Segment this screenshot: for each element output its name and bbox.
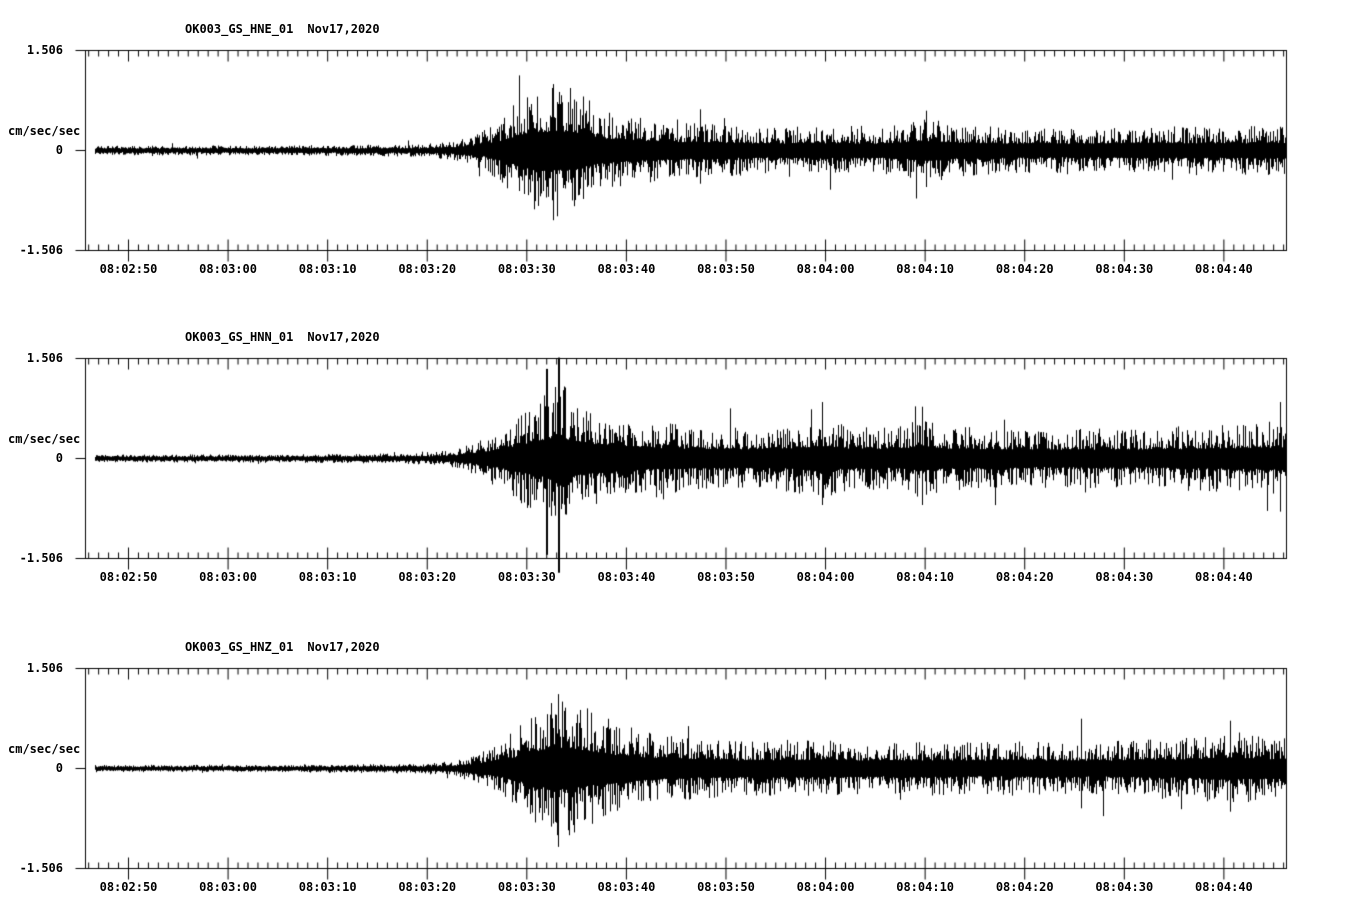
- channel-title-row: OK003_GS_HNZ_01 Nov17,2020: [185, 640, 380, 654]
- x-tick-label: 08:04:30: [1095, 262, 1154, 276]
- x-tick-label: 08:02:50: [99, 262, 158, 276]
- x-tick-label: 08:03:30: [497, 880, 556, 894]
- x-tick-label: 08:03:30: [497, 262, 556, 276]
- waveform-canvas-hnn: [0, 342, 1358, 574]
- x-tick-label: 08:03:00: [199, 880, 257, 894]
- x-tick-label: 08:03:50: [697, 262, 755, 276]
- x-tick-label: 08:03:10: [298, 262, 357, 276]
- date-label: Nov17,2020: [307, 330, 380, 344]
- x-tick-label: 08:04:40: [1194, 570, 1253, 584]
- x-tick-label: 08:03:40: [597, 570, 656, 584]
- x-tick-label: 08:04:30: [1095, 880, 1154, 894]
- date-label: Nov17,2020: [307, 640, 380, 654]
- date-label: Nov17,2020: [307, 22, 380, 36]
- x-tick-label: 08:03:00: [199, 570, 257, 584]
- x-tick-label: 08:04:30: [1095, 570, 1154, 584]
- channel-name-label: OK003_GS_HNN_01: [185, 330, 294, 344]
- channel-name-label: OK003_GS_HNE_01: [185, 22, 294, 36]
- waveform-canvas-hnz: [0, 652, 1358, 884]
- waveform-canvas-hne: [0, 34, 1358, 266]
- x-tick-label: 08:03:20: [398, 570, 457, 584]
- x-tick-label: 08:04:10: [896, 262, 955, 276]
- x-tick-label: 08:03:00: [199, 262, 257, 276]
- x-tick-label: 08:04:10: [896, 880, 955, 894]
- x-tick-label: 08:03:20: [398, 262, 457, 276]
- x-axis-labels: 08:02:50 08:03:00 08:03:10 08:03:20 08:03:30…: [0, 570, 1358, 586]
- x-tick-label: 08:03:40: [597, 262, 656, 276]
- x-tick-label: 08:03:30: [497, 570, 556, 584]
- x-tick-label: 08:04:20: [995, 880, 1054, 894]
- x-tick-label: 08:03:40: [597, 880, 656, 894]
- x-tick-label: 08:04:00: [796, 880, 855, 894]
- x-tick-label: 08:04:20: [995, 570, 1054, 584]
- x-tick-label: 08:04:40: [1194, 880, 1253, 894]
- x-tick-label: 08:04:00: [796, 570, 855, 584]
- x-tick-label: 08:03:20: [398, 880, 457, 894]
- channel-title-row: OK003_GS_HNE_01 Nov17,2020: [185, 22, 380, 36]
- x-axis-labels: 08:02:50 08:03:00 08:03:10 08:03:20 08:03:30…: [0, 262, 1358, 278]
- channel-title-row: OK003_GS_HNN_01 Nov17,2020: [185, 330, 380, 344]
- x-tick-label: 08:02:50: [99, 880, 158, 894]
- x-tick-label: 08:04:10: [896, 570, 955, 584]
- x-tick-label: 08:03:50: [697, 880, 755, 894]
- x-tick-label: 08:02:50: [99, 570, 158, 584]
- x-tick-label: 08:03:10: [298, 880, 357, 894]
- x-tick-label: 08:04:00: [796, 262, 855, 276]
- x-tick-label: 08:03:50: [697, 570, 755, 584]
- x-tick-label: 08:04:20: [995, 262, 1054, 276]
- x-tick-label: 08:04:40: [1194, 262, 1253, 276]
- x-tick-label: 08:03:10: [298, 570, 357, 584]
- channel-name-label: OK003_GS_HNZ_01: [185, 640, 294, 654]
- x-axis-labels: 08:02:50 08:03:00 08:03:10 08:03:20 08:03:30…: [0, 880, 1358, 896]
